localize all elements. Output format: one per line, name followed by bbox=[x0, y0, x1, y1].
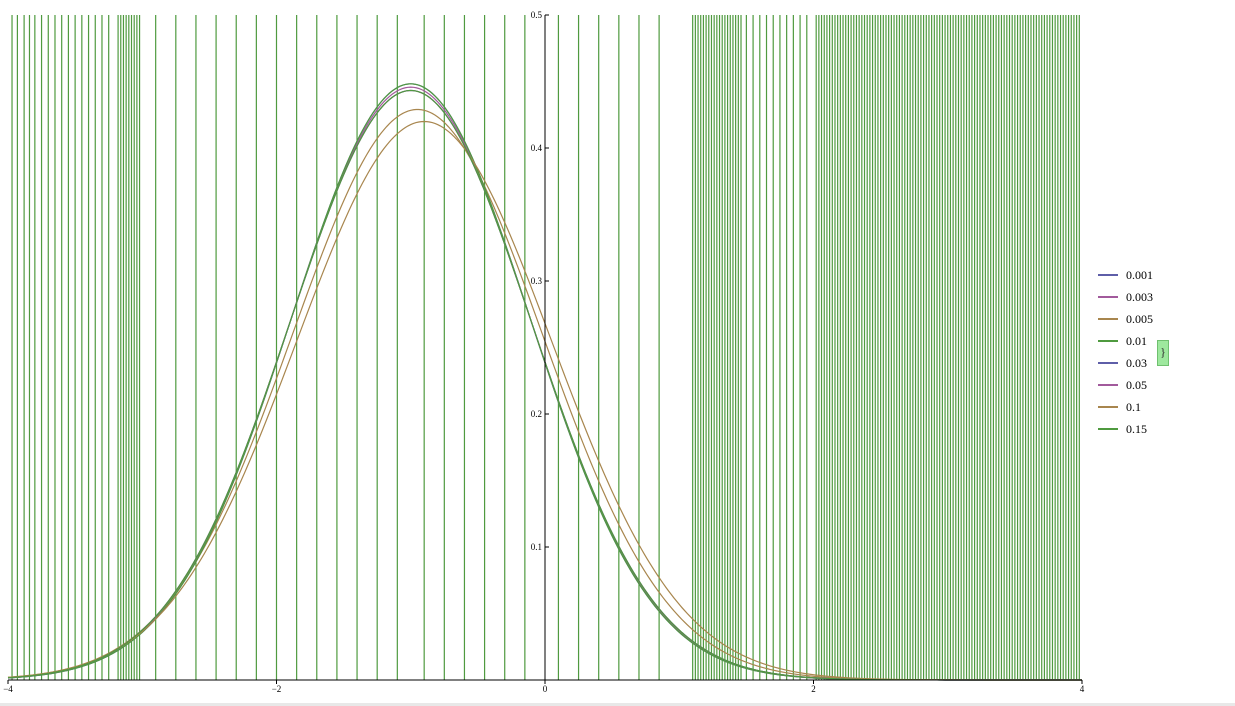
legend-swatch bbox=[1098, 406, 1118, 408]
legend-swatch bbox=[1098, 274, 1118, 276]
legend-item-0.1: 0.1 bbox=[1098, 396, 1153, 418]
legend-swatch bbox=[1098, 296, 1118, 298]
legend-label: 0.005 bbox=[1126, 311, 1153, 326]
x-tick-label-2: 0 bbox=[543, 684, 548, 694]
legend-label: 0.05 bbox=[1126, 377, 1147, 392]
legend-bracket-marker[interactable]: } bbox=[1157, 340, 1169, 366]
legend-swatch bbox=[1098, 318, 1118, 320]
legend-swatch bbox=[1098, 362, 1118, 364]
x-tick-label-1: −2 bbox=[272, 684, 282, 694]
legend-swatch bbox=[1098, 340, 1118, 342]
legend: 0.001 0.003 0.005 0.01 0.03 0.05 0.1 0.15 bbox=[1098, 264, 1153, 440]
y-tick-label-1: 0.2 bbox=[531, 409, 542, 419]
x-tick-label-0: −4 bbox=[3, 684, 13, 694]
legend-item-0.001: 0.001 bbox=[1098, 264, 1153, 286]
bottom-scrollbar[interactable] bbox=[0, 703, 1235, 706]
y-tick-label-2: 0.3 bbox=[531, 276, 543, 286]
y-tick-label-3: 0.4 bbox=[531, 143, 543, 153]
legend-label: 0.01 bbox=[1126, 333, 1147, 348]
legend-label: 0.15 bbox=[1126, 421, 1147, 436]
x-tick-label-4: 4 bbox=[1080, 684, 1085, 694]
y-tick-label-0: 0.1 bbox=[531, 542, 542, 552]
ticks-layer: −4 −2 0 2 4 0.1 0.2 0.3 0.4 0.5 bbox=[3, 10, 1085, 694]
x-tick-label-3: 2 bbox=[811, 684, 816, 694]
legend-item-0.005: 0.005 bbox=[1098, 308, 1153, 330]
legend-item-0.15: 0.15 bbox=[1098, 418, 1153, 440]
legend-swatch bbox=[1098, 384, 1118, 386]
legend-label: 0.1 bbox=[1126, 399, 1141, 414]
legend-item-0.01: 0.01 bbox=[1098, 330, 1153, 352]
legend-label: 0.003 bbox=[1126, 289, 1153, 304]
legend-label: 0.001 bbox=[1126, 267, 1153, 282]
y-tick-label-4: 0.5 bbox=[531, 10, 543, 20]
legend-item-0.05: 0.05 bbox=[1098, 374, 1153, 396]
legend-item-0.003: 0.003 bbox=[1098, 286, 1153, 308]
legend-swatch bbox=[1098, 428, 1118, 430]
vertical-spikes-layer bbox=[11, 15, 1080, 680]
legend-item-0.03: 0.03 bbox=[1098, 352, 1153, 374]
legend-label: 0.03 bbox=[1126, 355, 1147, 370]
